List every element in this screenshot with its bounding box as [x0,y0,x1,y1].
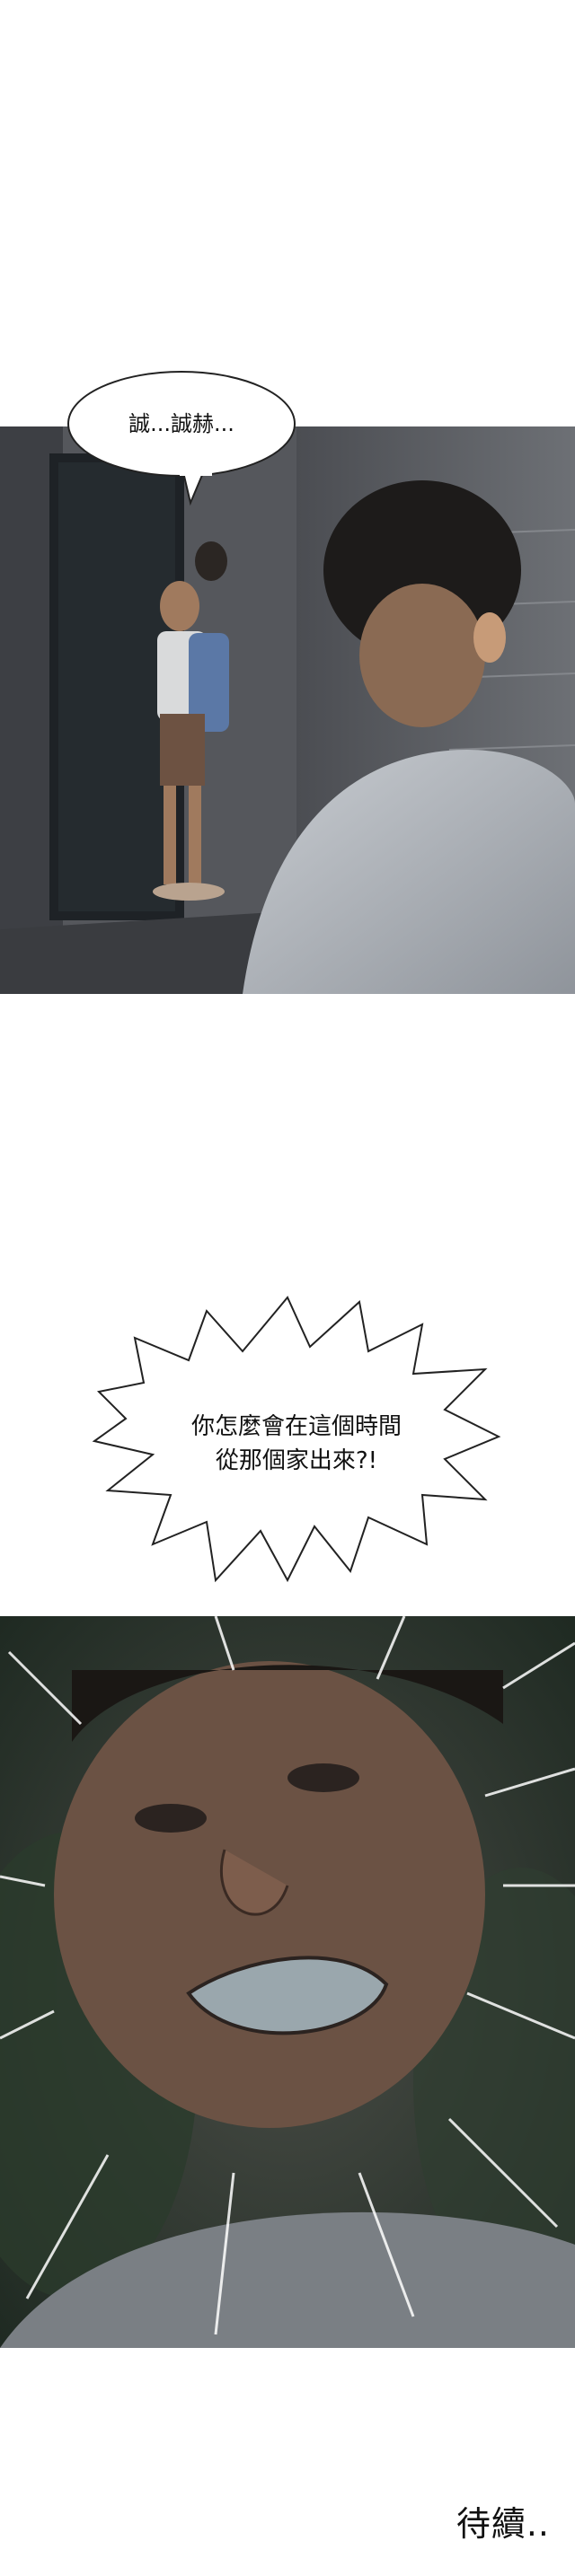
spiky-bubble-shape [92,1296,501,1583]
speech-line-2: 從那個家出來?! [215,1447,378,1474]
speech-line-1: 你怎麼會在這個時間 [190,1413,402,1440]
speech-text-1: 誠...誠赫... [128,411,234,436]
shout-scene-art [0,1616,575,2348]
shout-panel [0,1616,575,2348]
speed-lines [0,1616,575,2335]
speech-bubble-2: 你怎麼會在這個時間 從那個家出來?! [90,1284,503,1607]
young-man-figure [243,480,575,994]
shouting-face [0,1661,575,2348]
alley-panel [0,426,575,994]
speech-bubble-shape [67,371,296,506]
to-be-continued-text: 待續.. [456,2504,550,2544]
speech-text-2: 你怎麼會在這個時間 從那個家出來?! [90,1410,503,1478]
speech-bubble-1: 誠...誠赫... [65,368,298,507]
old-man-figure [153,581,229,901]
alley-scene-art [0,426,575,994]
